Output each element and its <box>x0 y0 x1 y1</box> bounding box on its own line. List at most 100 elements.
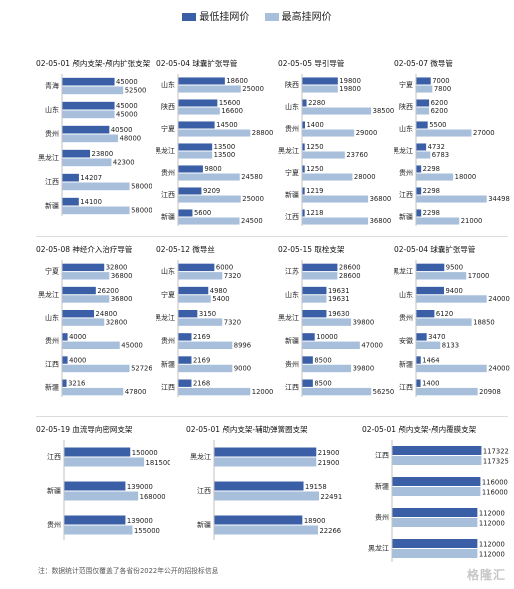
bar-min-price <box>416 143 427 151</box>
value-label-min: 19631 <box>328 287 350 295</box>
category-label: 新疆 <box>45 382 59 391</box>
value-label-max: 155000 <box>134 527 160 535</box>
bar-min-price <box>178 209 193 217</box>
value-label-min: 24800 <box>96 310 118 318</box>
bar-min-price <box>302 356 313 364</box>
value-label-min: 3150 <box>199 310 216 318</box>
value-label-max: 8133 <box>442 341 459 349</box>
row-divider-2 <box>36 416 508 417</box>
bar-max-price <box>178 295 211 303</box>
footnote: 注：数据统计范围仅覆盖了各省份2022年公开的招投标信息 <box>38 567 219 575</box>
value-label-max: 38500 <box>373 107 394 115</box>
category-label: 黑龙江 <box>156 146 175 155</box>
value-label-min: 1219 <box>306 187 323 195</box>
value-label-max: 5400 <box>212 295 229 303</box>
bar-min-price <box>302 165 305 173</box>
category-label: 贵州 <box>45 336 59 345</box>
bar-max-price <box>62 110 115 119</box>
value-label-min: 2169 <box>193 333 210 341</box>
category-label: 江西 <box>399 191 413 199</box>
category-label: 宁夏 <box>161 124 175 133</box>
value-label-max: 52726 <box>131 365 152 373</box>
value-label-min: 1218 <box>306 209 323 217</box>
bar-max-price <box>302 129 355 137</box>
bar-max-price <box>416 151 431 159</box>
bar-max-price <box>416 387 478 396</box>
category-label: 青海 <box>45 81 59 90</box>
category-label: 黑龙江 <box>278 313 299 322</box>
value-label-max: 36800 <box>111 295 133 303</box>
value-label-min: 14207 <box>80 174 102 182</box>
bar-min-price <box>64 515 126 525</box>
bar-max-price <box>178 107 220 115</box>
value-label-min: 5500 <box>429 121 446 129</box>
value-label-min: 40500 <box>111 126 133 134</box>
bar-max-price <box>416 318 472 326</box>
bar-min-price <box>62 356 68 364</box>
bar-max-price <box>214 525 318 535</box>
value-label-min: 14500 <box>216 121 238 129</box>
bar-min-price <box>302 333 315 341</box>
value-label-max: 8996 <box>234 341 251 349</box>
value-label-max: 36800 <box>111 272 133 280</box>
category-label: 江西 <box>197 487 211 495</box>
bar-min-price <box>62 77 115 86</box>
category-label: 宁夏 <box>285 168 299 177</box>
chart-title: 02-05-12 微导丝 <box>156 244 215 254</box>
category-label: 宁夏 <box>161 290 175 299</box>
bar-min-price <box>416 121 428 129</box>
value-label-max: 34498 <box>488 195 510 203</box>
bar-max-price <box>178 173 240 181</box>
bar-min-price <box>416 333 427 341</box>
category-label: 黑龙江 <box>368 544 389 553</box>
category-label: 黑龙江 <box>156 313 175 322</box>
bar-min-price <box>62 310 95 318</box>
value-label-min: 9400 <box>445 287 462 295</box>
category-label: 江西 <box>47 453 61 461</box>
bar-min-price <box>178 356 192 364</box>
value-label-max: 48000 <box>120 135 142 143</box>
category-label: 新疆 <box>285 336 299 345</box>
bar-min-price <box>302 379 313 387</box>
category-label: 贵州 <box>45 129 59 138</box>
bar-max-price <box>416 295 487 303</box>
value-label-max: 27000 <box>473 129 495 137</box>
category-label: 山东 <box>161 267 175 276</box>
legend-item-min: 最低挂网价 <box>182 8 249 23</box>
bar-min-price <box>416 99 430 107</box>
value-label-max: 24000 <box>488 295 510 303</box>
legend-label-max: 最高挂网价 <box>281 12 332 23</box>
value-label-max: 47000 <box>361 341 383 349</box>
bar-min-price <box>62 125 110 134</box>
bar-max-price <box>392 487 481 496</box>
bar-max-price <box>416 173 454 181</box>
value-label-max: 25000 <box>242 85 264 93</box>
value-label-max: 24580 <box>241 173 263 181</box>
value-label-min: 19158 <box>305 483 327 491</box>
value-label-min: 14100 <box>80 198 102 206</box>
chart-title: 02-05-19 血流导向密网支架 <box>36 424 133 434</box>
bar-max-price <box>302 341 360 349</box>
bar-max-price <box>62 295 110 303</box>
category-label: 新疆 <box>197 520 211 529</box>
category-label: 江西 <box>161 191 175 199</box>
bar-max-price <box>178 387 251 396</box>
bar-max-price <box>214 491 320 501</box>
category-label: 贵州 <box>47 520 61 529</box>
bar-max-price <box>178 195 241 203</box>
bar-max-price <box>416 217 460 225</box>
value-label-max: 6783 <box>432 151 449 159</box>
bar-min-price <box>214 515 303 525</box>
bar-max-price <box>302 272 338 280</box>
category-label: 贵州 <box>161 168 175 177</box>
category-label: 黑龙江 <box>394 267 413 276</box>
category-label: 新疆 <box>161 359 175 368</box>
chart-title: 02-05-07 微导管 <box>394 58 453 68</box>
bar-max-price <box>178 318 223 326</box>
value-label-max: 9000 <box>234 365 251 373</box>
value-label-min: 1250 <box>306 143 323 151</box>
